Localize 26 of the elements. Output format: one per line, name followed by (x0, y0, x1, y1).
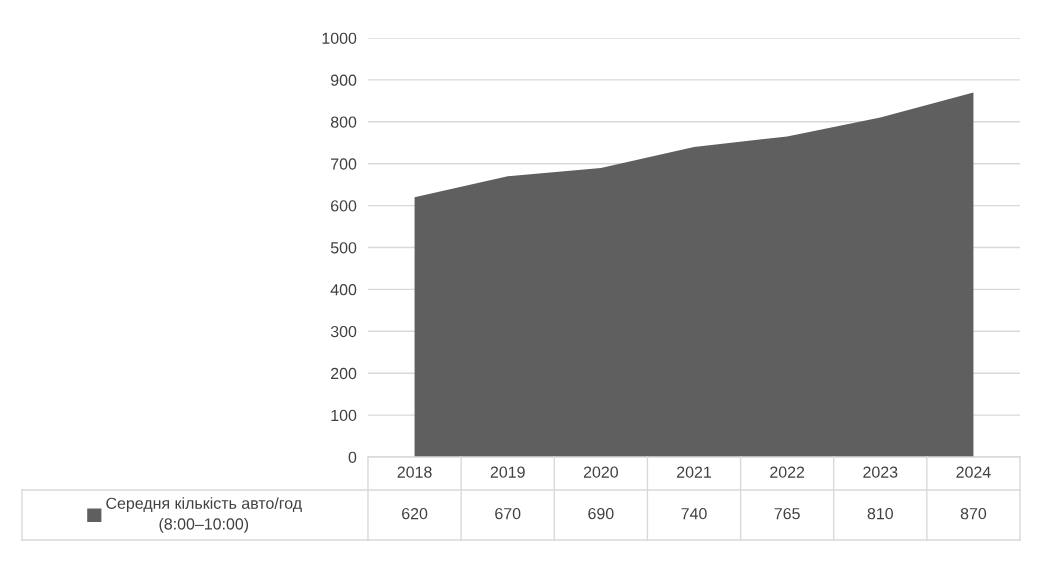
x-tick-label: 2020 (583, 466, 618, 478)
y-tick-label: 600 (331, 200, 357, 212)
y-tick-label: 900 (330, 74, 357, 86)
data-label: 670 (495, 507, 521, 520)
data-label: 620 (402, 507, 428, 520)
legend-label: Середня кількість авто/год (8:00–10:00) (106, 497, 302, 533)
data-label: 740 (681, 507, 707, 520)
x-tick-label: 2019 (490, 466, 525, 478)
data-label: 765 (774, 507, 800, 520)
data-label: 690 (588, 507, 614, 520)
y-tick-label: 1000 (322, 32, 357, 44)
x-tick-label: 2024 (956, 466, 991, 478)
x-tick-label: 2018 (397, 466, 432, 478)
y-tick-label: 0 (348, 451, 357, 463)
y-tick-label: 100 (331, 409, 357, 422)
data-label: 870 (960, 507, 987, 520)
y-tick-label: 700 (331, 158, 357, 170)
x-tick-label: 2022 (770, 466, 805, 478)
y-tick-label: 800 (330, 116, 357, 128)
data-label: 810 (867, 507, 893, 520)
x-tick-label: 2021 (677, 466, 711, 478)
y-tick-label: 400 (330, 284, 357, 296)
y-tick-label: 500 (330, 242, 357, 254)
y-tick-label: 300 (330, 325, 357, 338)
y-tick-label: 200 (331, 367, 357, 380)
x-tick-label: 2023 (863, 466, 898, 478)
